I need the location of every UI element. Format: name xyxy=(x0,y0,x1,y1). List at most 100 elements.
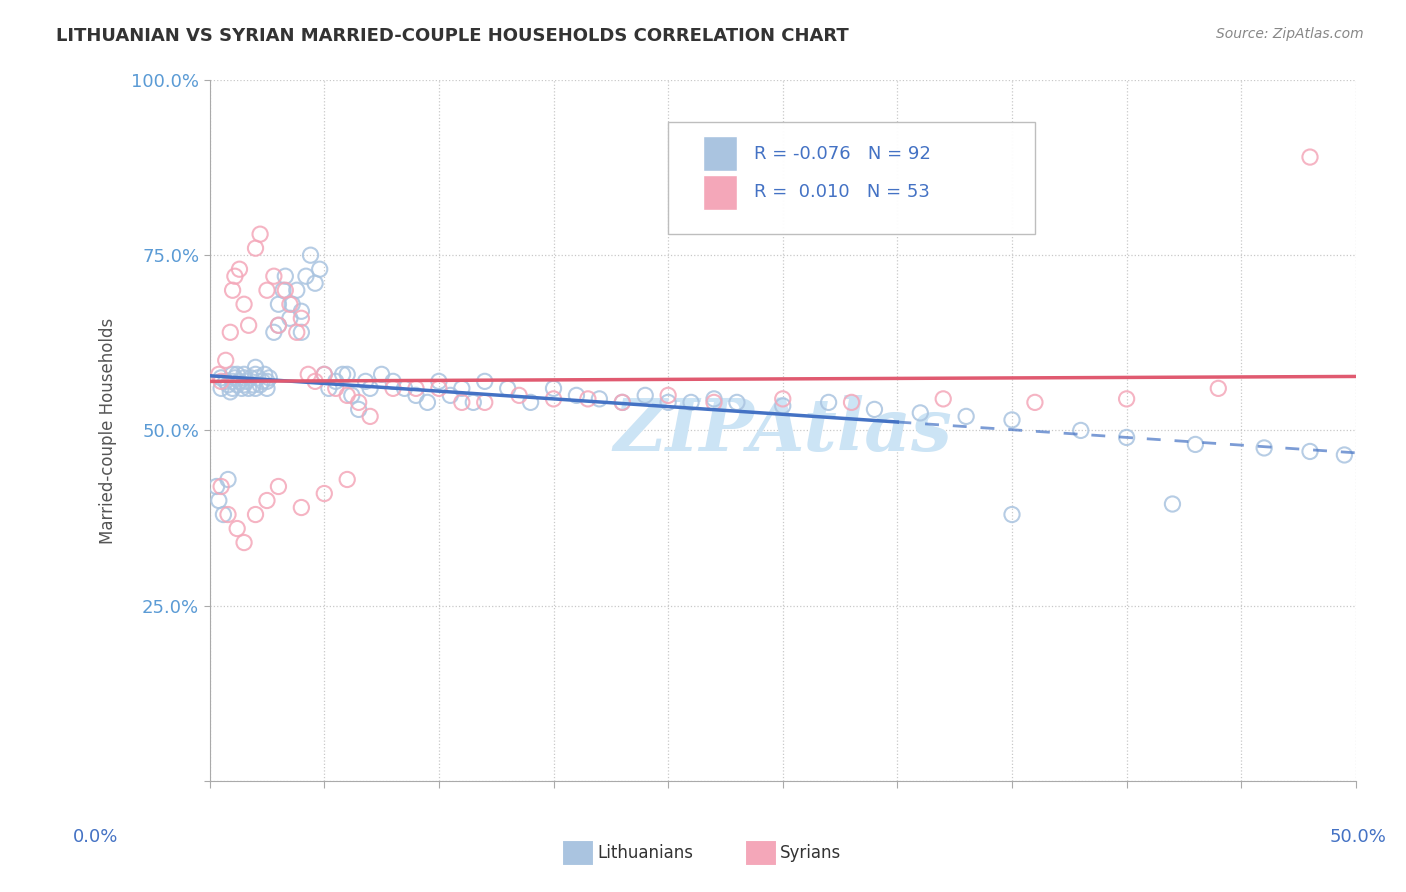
Point xyxy=(325,375,347,389)
Point xyxy=(256,283,278,297)
Point xyxy=(233,297,256,311)
Point xyxy=(290,500,312,515)
Point xyxy=(263,326,285,340)
Point xyxy=(208,368,231,382)
Point xyxy=(290,311,312,326)
Point xyxy=(233,368,256,382)
Point xyxy=(450,395,472,409)
Point xyxy=(314,486,336,500)
Point xyxy=(226,522,249,536)
Text: LITHUANIAN VS SYRIAN MARRIED-COUPLE HOUSEHOLDS CORRELATION CHART: LITHUANIAN VS SYRIAN MARRIED-COUPLE HOUS… xyxy=(56,27,849,45)
Point xyxy=(209,375,232,389)
Point xyxy=(543,392,565,406)
Point xyxy=(496,381,519,395)
Point xyxy=(336,368,359,382)
Point xyxy=(772,399,794,413)
Point xyxy=(703,392,725,406)
Point xyxy=(290,304,312,318)
Point xyxy=(228,262,250,277)
Text: ZIPAtlas: ZIPAtlas xyxy=(613,395,952,466)
Point xyxy=(359,409,381,424)
Point xyxy=(205,479,228,493)
Point xyxy=(1115,392,1137,406)
Point xyxy=(347,395,370,409)
Point xyxy=(219,326,242,340)
Point xyxy=(245,368,267,382)
Point xyxy=(336,388,359,402)
Point xyxy=(295,269,318,284)
Point xyxy=(427,381,450,395)
Point xyxy=(1115,430,1137,444)
Text: R =  0.010   N = 53: R = 0.010 N = 53 xyxy=(754,183,929,201)
Point xyxy=(354,375,377,389)
Point xyxy=(267,318,290,333)
Point xyxy=(474,395,496,409)
Point xyxy=(226,368,249,382)
Point xyxy=(246,371,269,385)
Point xyxy=(1161,497,1184,511)
Point xyxy=(416,395,439,409)
Point xyxy=(405,388,427,402)
Point xyxy=(239,371,262,385)
Point xyxy=(209,371,232,385)
Point xyxy=(955,409,977,424)
Point xyxy=(1070,424,1092,438)
Point xyxy=(221,375,243,389)
Point xyxy=(267,297,290,311)
Point xyxy=(508,388,530,402)
Point xyxy=(863,402,886,417)
FancyBboxPatch shape xyxy=(668,122,1035,235)
Point xyxy=(1184,437,1206,451)
Point xyxy=(359,381,381,395)
Point xyxy=(1001,508,1024,522)
Point xyxy=(281,297,304,311)
Text: Source: ZipAtlas.com: Source: ZipAtlas.com xyxy=(1216,27,1364,41)
Point xyxy=(256,381,278,395)
Point xyxy=(242,377,264,392)
Point xyxy=(657,388,679,402)
Point xyxy=(252,375,274,389)
Point xyxy=(817,395,839,409)
Y-axis label: Married-couple Households: Married-couple Households xyxy=(100,318,117,543)
Point xyxy=(308,262,330,277)
Point xyxy=(299,248,322,262)
Point xyxy=(1208,381,1230,395)
Point xyxy=(219,384,242,399)
Point xyxy=(217,377,239,392)
Point xyxy=(271,283,294,297)
Point xyxy=(382,375,405,389)
Point xyxy=(221,368,243,382)
Point xyxy=(314,368,336,382)
Point xyxy=(382,381,405,395)
Point xyxy=(427,375,450,389)
Text: 50.0%: 50.0% xyxy=(1330,828,1386,846)
Point xyxy=(256,493,278,508)
Point xyxy=(274,283,297,297)
Point xyxy=(370,368,392,382)
Point xyxy=(932,392,955,406)
Point xyxy=(228,375,250,389)
Point xyxy=(238,318,260,333)
Point xyxy=(703,395,725,409)
Point xyxy=(233,371,256,385)
Point xyxy=(340,388,363,402)
Point xyxy=(1253,441,1275,455)
Point xyxy=(274,269,297,284)
Point xyxy=(217,473,239,487)
Point xyxy=(1024,395,1046,409)
Point xyxy=(304,375,326,389)
Point xyxy=(297,368,319,382)
Point xyxy=(1001,413,1024,427)
Text: Syrians: Syrians xyxy=(780,844,842,862)
Point xyxy=(612,395,634,409)
Point xyxy=(405,381,427,395)
Point xyxy=(543,381,565,395)
Point xyxy=(209,381,232,395)
Point xyxy=(235,375,257,389)
Point xyxy=(910,406,932,420)
Point xyxy=(519,395,541,409)
Point xyxy=(212,508,235,522)
Point xyxy=(249,377,271,392)
Point xyxy=(233,377,256,392)
Point xyxy=(290,326,312,340)
